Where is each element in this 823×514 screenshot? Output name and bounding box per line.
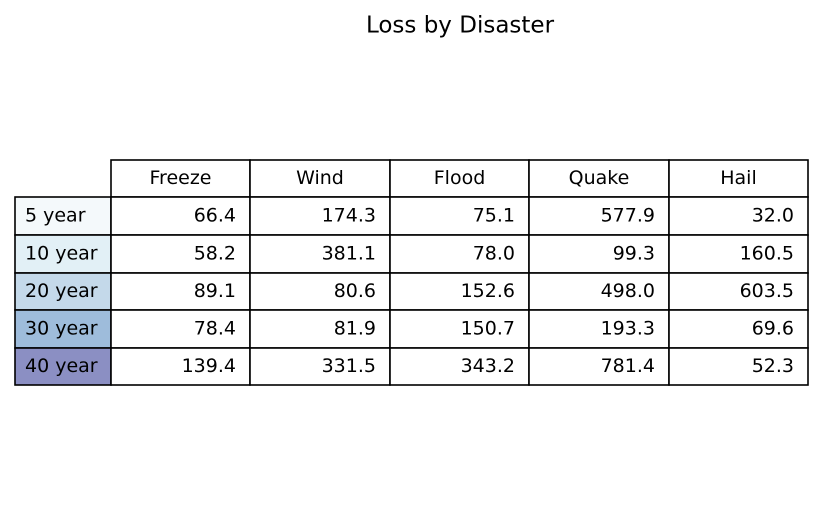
title: Loss by Disaster bbox=[366, 13, 555, 39]
cell bbox=[249, 196, 391, 236]
cell bbox=[110, 347, 251, 386]
cell bbox=[528, 272, 670, 311]
row-label: 30 year bbox=[25, 318, 98, 340]
cell-value: 160.5 bbox=[740, 243, 794, 265]
cell-value: 193.3 bbox=[601, 318, 655, 340]
cell-value: 78.4 bbox=[194, 318, 236, 340]
cell-value: 78.0 bbox=[473, 243, 515, 265]
cell-value: 150.7 bbox=[461, 318, 515, 340]
cell-value: 139.4 bbox=[182, 355, 236, 377]
column-header: Quake bbox=[569, 167, 630, 189]
cell-value: 81.9 bbox=[334, 318, 376, 340]
row-label: 5 year bbox=[25, 205, 86, 227]
row-label: 40 year bbox=[25, 355, 98, 377]
header-cell bbox=[110, 159, 251, 198]
row-label-cell bbox=[14, 234, 112, 274]
cell-value: 52.3 bbox=[752, 355, 794, 377]
cell-value: 32.0 bbox=[752, 205, 794, 227]
column-header: Wind bbox=[296, 167, 344, 189]
cell bbox=[668, 234, 809, 274]
cell-value: 69.6 bbox=[752, 318, 794, 340]
cell bbox=[668, 347, 809, 386]
cell bbox=[528, 347, 670, 386]
cell-value: 152.6 bbox=[461, 280, 515, 302]
column-header: Freeze bbox=[150, 167, 212, 189]
column-header: Hail bbox=[720, 167, 757, 189]
row-label: 10 year bbox=[25, 243, 98, 265]
cell-value: 75.1 bbox=[473, 205, 515, 227]
cell-value: 80.6 bbox=[334, 280, 376, 302]
column-header: Flood bbox=[434, 167, 486, 189]
cell bbox=[249, 272, 391, 311]
cell bbox=[668, 272, 809, 311]
cell-value: 603.5 bbox=[740, 280, 794, 302]
cell-value: 66.4 bbox=[194, 205, 236, 227]
cell-value: 781.4 bbox=[601, 355, 655, 377]
cell bbox=[668, 196, 809, 236]
cell-value: 99.3 bbox=[613, 243, 655, 265]
cell-value: 498.0 bbox=[601, 280, 655, 302]
cell-value: 577.9 bbox=[601, 205, 655, 227]
cell-value: 174.3 bbox=[322, 205, 376, 227]
cell bbox=[389, 272, 530, 311]
cell bbox=[528, 196, 670, 236]
cell bbox=[668, 309, 809, 349]
cell bbox=[249, 234, 391, 274]
cell bbox=[528, 309, 670, 349]
cell-value: 331.5 bbox=[322, 355, 376, 377]
cell bbox=[110, 272, 251, 311]
cell bbox=[389, 309, 530, 349]
cell bbox=[528, 234, 670, 274]
cell-value: 58.2 bbox=[194, 243, 236, 265]
cell-value: 89.1 bbox=[194, 280, 236, 302]
cell-value: 381.1 bbox=[322, 243, 376, 265]
header-cell bbox=[249, 159, 391, 198]
row-label: 20 year bbox=[25, 280, 98, 302]
cell-value: 343.2 bbox=[461, 355, 515, 377]
row-label-cell bbox=[14, 196, 112, 236]
